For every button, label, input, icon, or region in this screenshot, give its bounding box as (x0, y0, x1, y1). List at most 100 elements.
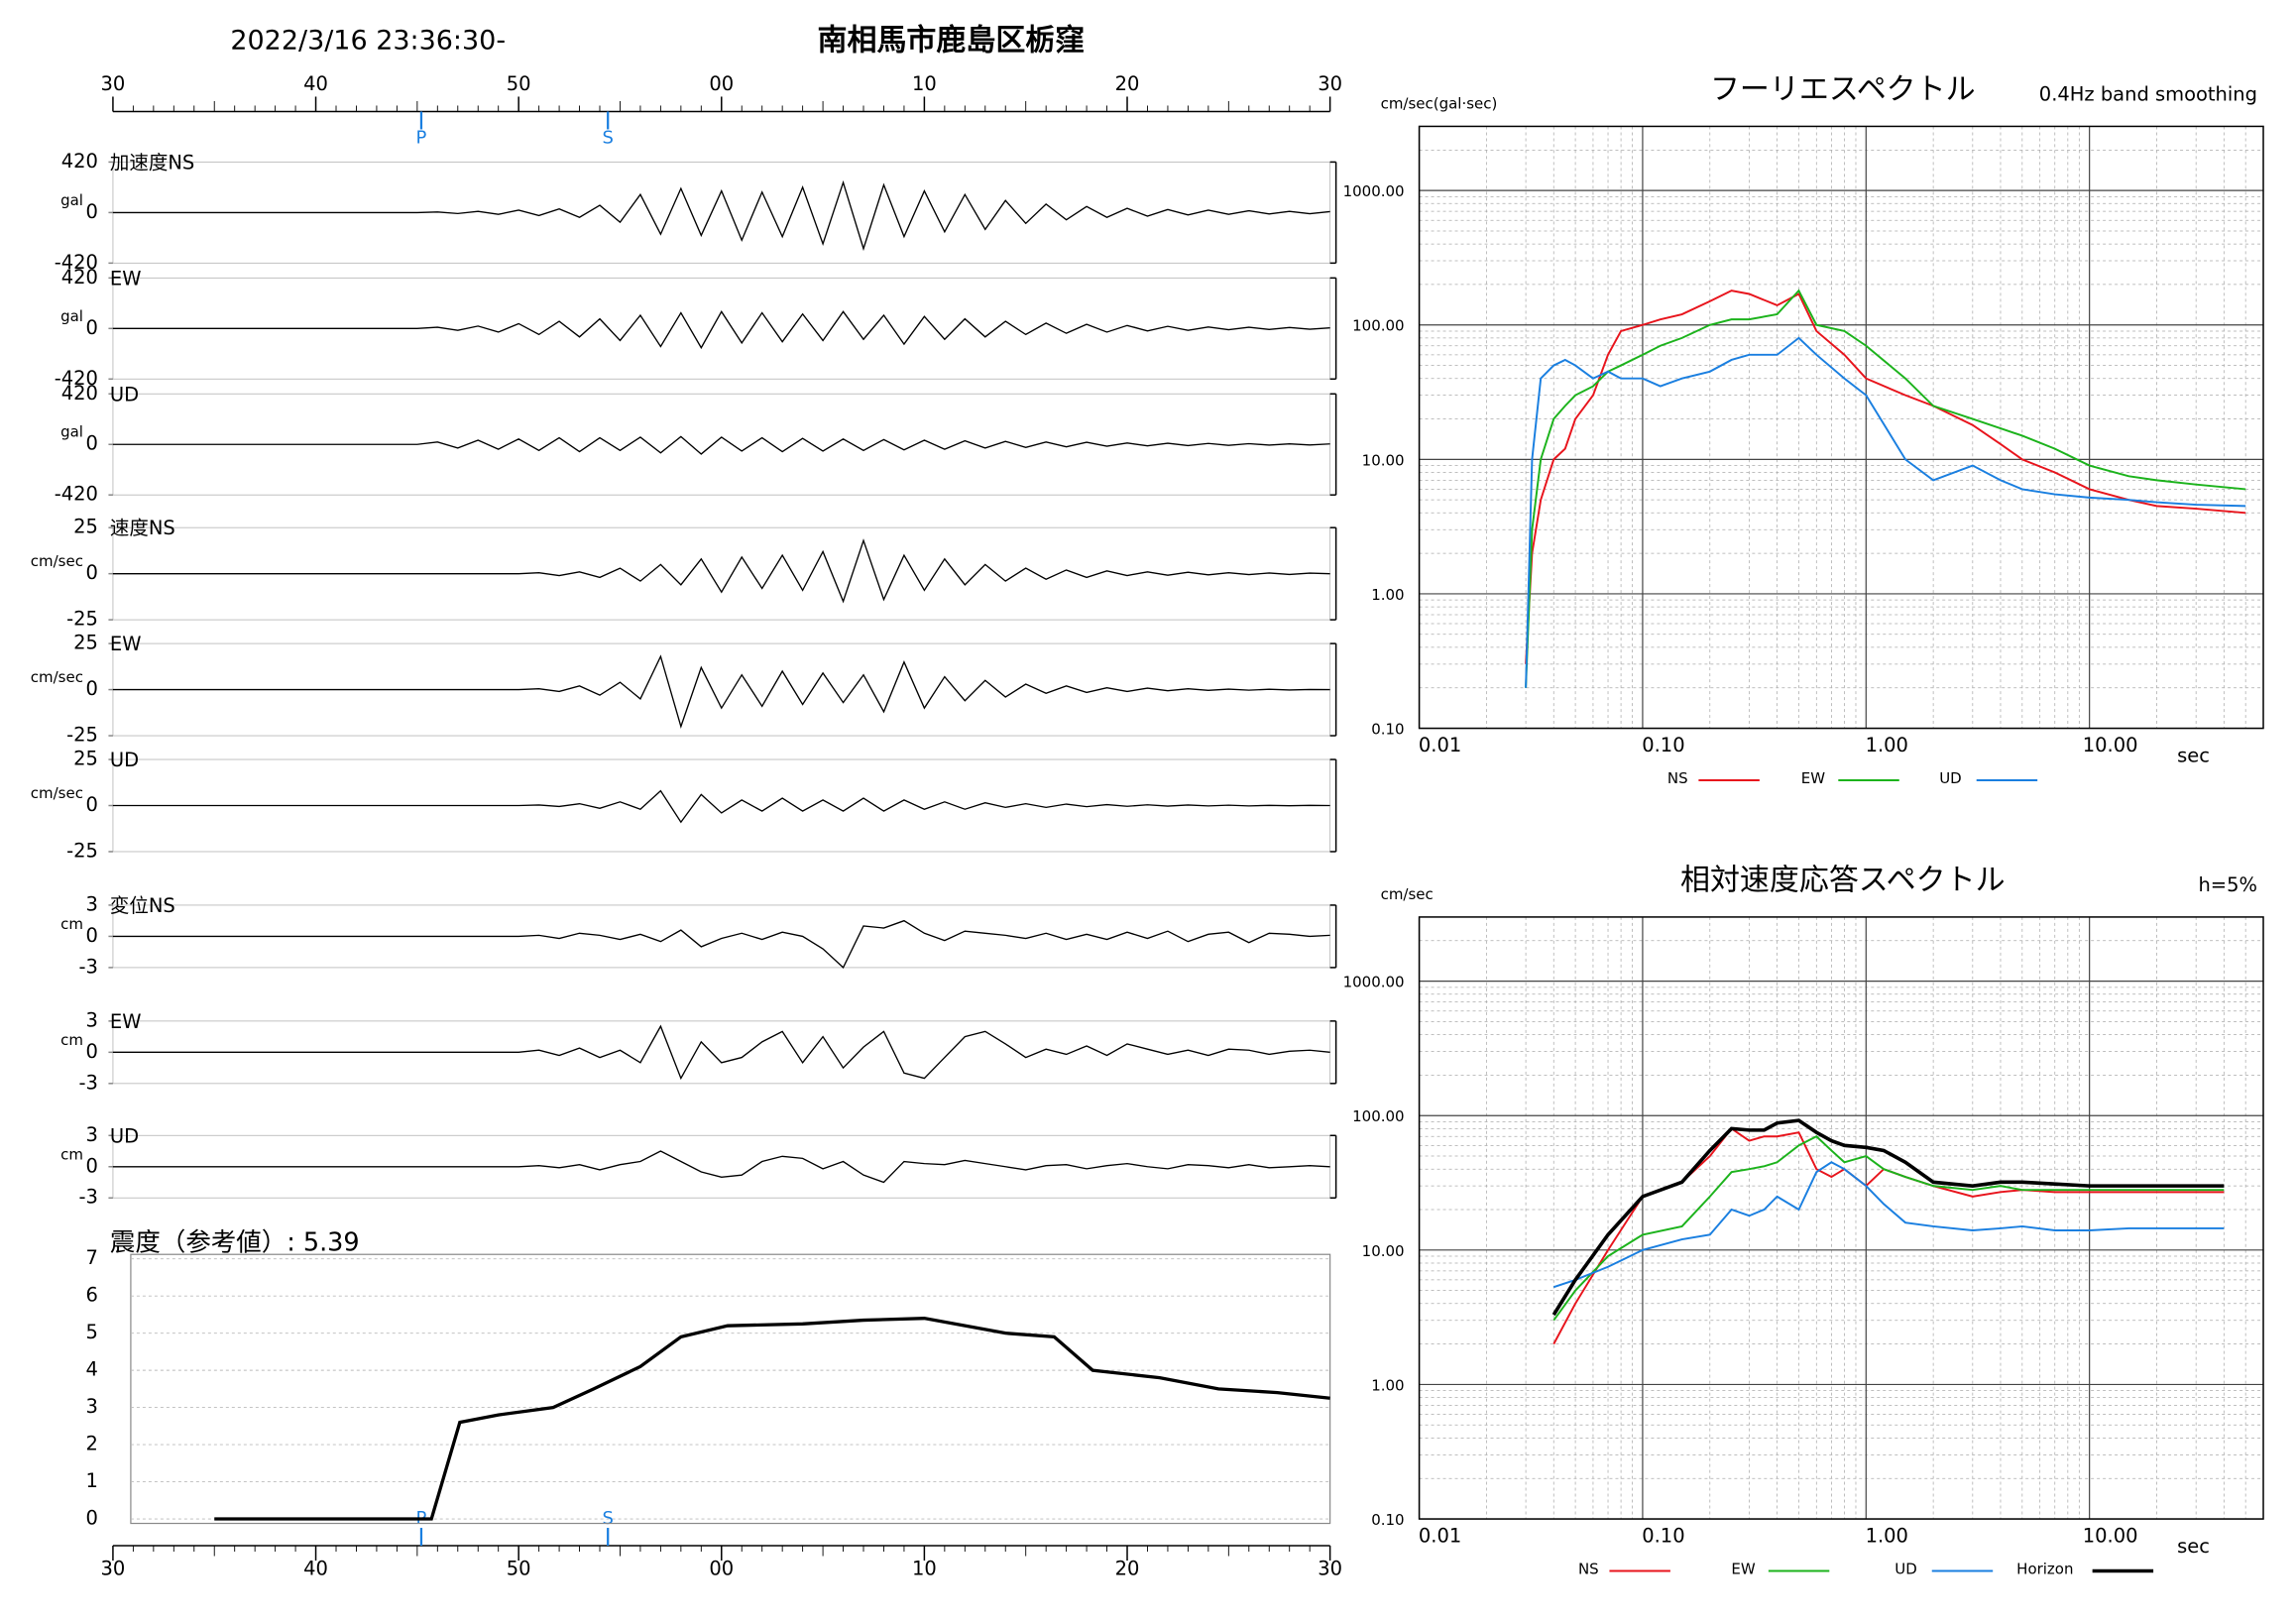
y-tick-label: 0.10 (1371, 1511, 1404, 1529)
y-tick-label: 1 (86, 1469, 98, 1492)
trace-label: EW (110, 633, 142, 655)
y-tick-label: -3 (79, 1186, 98, 1209)
chart-title: 相対速度応答スペクトル (1680, 863, 2006, 897)
trace-label: EW (110, 267, 142, 290)
y-tick-label: -3 (79, 1071, 98, 1094)
intensity-line (214, 1317, 1330, 1521)
legend-label: UD (1939, 769, 1962, 787)
unit-label: cm/sec (31, 552, 83, 570)
waveform-line (112, 435, 1330, 455)
y-axis-label: cm/sec (1381, 885, 1434, 903)
trace-label: EW (110, 1010, 142, 1033)
trace-label: UD (110, 1124, 139, 1147)
y-tick-label: 3 (86, 1123, 98, 1146)
time-tick-label: 20 (1115, 72, 1140, 95)
time-tick-label: 50 (507, 72, 531, 95)
time-tick-label: 40 (303, 1558, 328, 1580)
waveform-line (112, 538, 1330, 604)
y-tick-label: 420 (61, 266, 98, 289)
spectrum-line (1525, 336, 2246, 688)
trace-label: 速度NS (110, 517, 175, 539)
spectrum-line (1552, 1135, 2225, 1322)
chart-note: 0.4Hz band smoothing (2039, 82, 2257, 105)
y-tick-label: 4 (86, 1358, 98, 1381)
unit-label: cm/sec (31, 668, 83, 686)
spectrum-line (1525, 289, 2246, 688)
unit-label: cm/sec (31, 784, 83, 802)
legend-label: EW (1801, 769, 1825, 787)
chart-note: h=5% (2198, 873, 2257, 896)
y-tick-label: 0 (86, 200, 98, 223)
waveform-line (112, 1024, 1330, 1081)
y-axis-label: cm/sec(gal·sec) (1381, 94, 1498, 112)
waveform-line (112, 310, 1330, 350)
legend-label: EW (1731, 1561, 1755, 1578)
x-tick-label: 0.10 (1642, 734, 1684, 756)
phase-label: S (602, 127, 613, 148)
y-tick-label: 0 (86, 1154, 98, 1177)
x-tick-label: 1.00 (1866, 734, 1908, 756)
legend-label: Horizon (2016, 1561, 2073, 1578)
x-tick-label: 10.00 (2083, 734, 2138, 756)
time-tick-label: 00 (709, 1558, 734, 1580)
trace-label: UD (110, 749, 139, 771)
y-tick-label: 0 (86, 432, 98, 455)
waveform-line (112, 1150, 1330, 1184)
time-tick-label: 30 (101, 72, 126, 95)
spectrum-line (1551, 1118, 2225, 1317)
x-tick-label: 1.00 (1866, 1525, 1908, 1548)
y-tick-label: 0 (86, 924, 98, 947)
y-tick-label: -25 (66, 608, 98, 631)
datetime: 2022/3/16 23:36:30- (230, 26, 506, 57)
x-axis-label: sec (2177, 745, 2210, 767)
time-tick-label: 10 (912, 1558, 937, 1580)
unit-label: cm (60, 1031, 83, 1049)
y-tick-label: 0 (86, 316, 98, 339)
y-tick-label: 0 (86, 793, 98, 816)
y-tick-label: 0 (86, 1507, 98, 1530)
unit-label: gal (60, 307, 83, 325)
y-tick-label: 1000.00 (1343, 182, 1405, 200)
station: 南相馬市鹿島区栃窪 (818, 24, 1086, 58)
y-tick-label: 7 (86, 1246, 98, 1269)
y-tick-label: 3 (86, 892, 98, 915)
y-tick-label: 6 (86, 1284, 98, 1307)
y-tick-label: -25 (66, 724, 98, 747)
time-tick-label: 00 (709, 72, 734, 95)
trace-label: UD (110, 383, 139, 406)
panel-frame (130, 1253, 1331, 1525)
phase-label: S (602, 1508, 613, 1529)
y-tick-label: 5 (86, 1321, 98, 1343)
waveform-line (112, 179, 1330, 252)
x-tick-label: 10.00 (2083, 1525, 2138, 1548)
y-tick-label: 100.00 (1352, 317, 1404, 335)
y-tick-label: -25 (66, 839, 98, 862)
time-tick-label: 40 (303, 72, 328, 95)
intensity-title: 震度（参考値）: 5.39 (110, 1228, 360, 1258)
unit-label: gal (60, 423, 83, 441)
unit-label: cm (60, 915, 83, 933)
y-tick-label: 0 (86, 1040, 98, 1063)
time-tick-label: 30 (1318, 1558, 1342, 1580)
waveform-line (112, 919, 1330, 970)
y-tick-label: 100.00 (1352, 1107, 1404, 1125)
y-tick-label: 2 (86, 1433, 98, 1455)
spectrum-line (1525, 290, 2246, 664)
plot-frame (1418, 916, 2264, 1520)
waveform-line (112, 789, 1330, 824)
y-tick-label: -420 (55, 251, 98, 274)
x-tick-label: 0.10 (1642, 1525, 1684, 1548)
time-tick-label: 50 (507, 1558, 531, 1580)
y-tick-label: 1.00 (1371, 586, 1404, 604)
legend-label: NS (1578, 1561, 1599, 1578)
y-tick-label: -3 (79, 955, 98, 978)
phase-label: P (416, 127, 427, 148)
waveform-line (112, 654, 1330, 729)
x-tick-label: 0.01 (1419, 1525, 1461, 1548)
y-tick-label: 25 (73, 516, 98, 538)
time-tick-label: 10 (912, 72, 937, 95)
y-tick-label: 3 (86, 1395, 98, 1418)
spectrum-line (1552, 1161, 2225, 1289)
trace-label: 変位NS (110, 894, 175, 917)
